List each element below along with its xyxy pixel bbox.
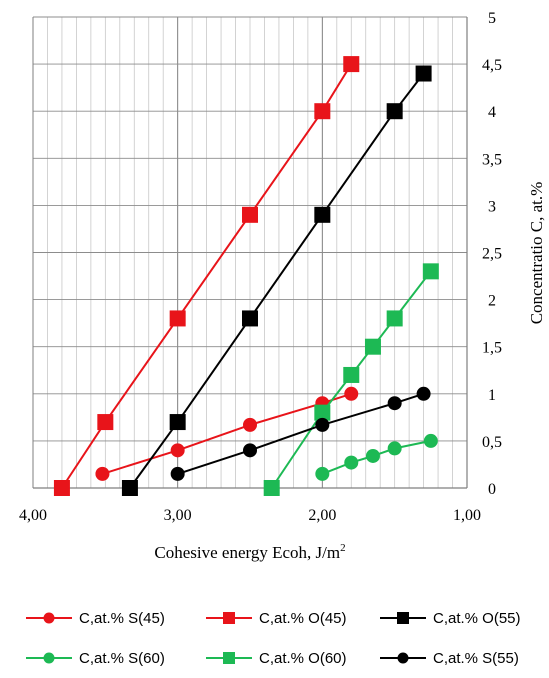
data-point-circle <box>170 443 185 458</box>
data-point-square <box>169 414 186 431</box>
x-tick-label: 2,00 <box>308 507 336 524</box>
series-1 <box>53 56 360 496</box>
y-axis-title: Concentratio C, at.% <box>527 182 546 325</box>
data-point-square <box>223 652 235 664</box>
data-point-square <box>314 206 331 223</box>
y-tick-label: 0,5 <box>482 434 502 451</box>
data-point-square <box>397 612 409 624</box>
data-point-square <box>386 310 403 327</box>
data-point-circle <box>387 396 402 411</box>
y-tick-label: 4 <box>488 104 496 121</box>
series-0 <box>95 386 359 481</box>
legend-item: C,at.% S(45) <box>26 610 165 627</box>
data-point-circle <box>170 466 185 481</box>
data-point-circle <box>344 455 359 470</box>
data-point-circle <box>315 417 330 432</box>
series-3 <box>315 433 438 481</box>
data-point-square <box>223 612 235 624</box>
data-point-circle <box>95 466 110 481</box>
data-point-square <box>343 366 360 383</box>
data-point-circle <box>423 433 438 448</box>
series-4 <box>263 263 439 496</box>
series-line <box>177 392 424 475</box>
legend-item: C,at.% S(55) <box>380 650 519 667</box>
data-point-circle <box>416 386 431 401</box>
legend-item: C,at.% S(60) <box>26 650 165 667</box>
data-point-circle <box>387 441 402 456</box>
data-point-circle <box>243 443 257 458</box>
data-point-square <box>314 404 331 421</box>
data-point-square <box>53 480 70 496</box>
y-tick-label: 1 <box>488 387 496 404</box>
y-tick-labels: 0 0,5 1 1,5 2 2,5 3 3,5 4 4,5 5 <box>482 10 502 498</box>
data-point-square <box>314 103 331 120</box>
data-point-circle <box>365 448 380 463</box>
legend-label: C,at.% S(55) <box>433 650 519 667</box>
data-point-circle <box>315 466 330 481</box>
x-tick-labels: 4,00 3,00 2,00 1,00 <box>19 507 481 524</box>
legend-label: C,at.% O(60) <box>259 650 347 667</box>
legend-label: C,at.% O(45) <box>259 610 347 627</box>
legend: C,at.% S(45) C,at.% O(45) C,at.% O(55) C,at… <box>26 610 521 667</box>
axes <box>32 17 468 489</box>
y-tick-label: 2 <box>488 293 496 310</box>
data-point-circle <box>43 652 55 664</box>
data-point-square <box>386 103 403 120</box>
data-point-square <box>242 310 258 327</box>
y-tick-label: 2,5 <box>482 246 502 263</box>
plot-area <box>53 56 439 496</box>
data-point-square <box>343 56 360 73</box>
y-tick-label: 0 <box>488 481 496 498</box>
data-point-square <box>415 65 432 82</box>
data-point-square <box>97 414 114 431</box>
data-point-circle <box>344 386 359 401</box>
legend-label: C,at.% O(55) <box>433 610 521 627</box>
data-point-circle <box>243 417 257 432</box>
data-point-circle <box>397 652 409 664</box>
series-5 <box>170 386 431 481</box>
data-point-square <box>422 263 439 280</box>
grid <box>32 16 468 489</box>
y-tick-label: 3 <box>488 198 496 215</box>
series-2 <box>121 65 432 496</box>
x-tick-label: 4,00 <box>19 507 47 524</box>
data-point-square <box>263 480 280 496</box>
legend-item: C,at.% O(60) <box>206 650 347 667</box>
data-point-square <box>364 338 381 355</box>
y-tick-label: 4,5 <box>482 57 502 74</box>
x-tick-label: 3,00 <box>164 507 192 524</box>
legend-item: C,at.% O(45) <box>206 610 347 627</box>
legend-label: C,at.% S(60) <box>79 650 165 667</box>
y-tick-label: 3,5 <box>482 151 502 168</box>
legend-label: C,at.% S(45) <box>79 610 165 627</box>
x-tick-label: 1,00 <box>453 507 481 524</box>
series-line <box>102 392 352 475</box>
x-axis-title: Cohesive energy Ecoh, J/m2 <box>154 542 345 562</box>
data-point-square <box>169 310 186 327</box>
y-tick-label: 5 <box>488 10 496 27</box>
data-point-square <box>242 206 258 223</box>
y-tick-label: 1,5 <box>482 340 502 357</box>
legend-item: C,at.% O(55) <box>380 610 521 627</box>
data-point-circle <box>43 612 55 624</box>
data-point-square <box>121 480 138 496</box>
